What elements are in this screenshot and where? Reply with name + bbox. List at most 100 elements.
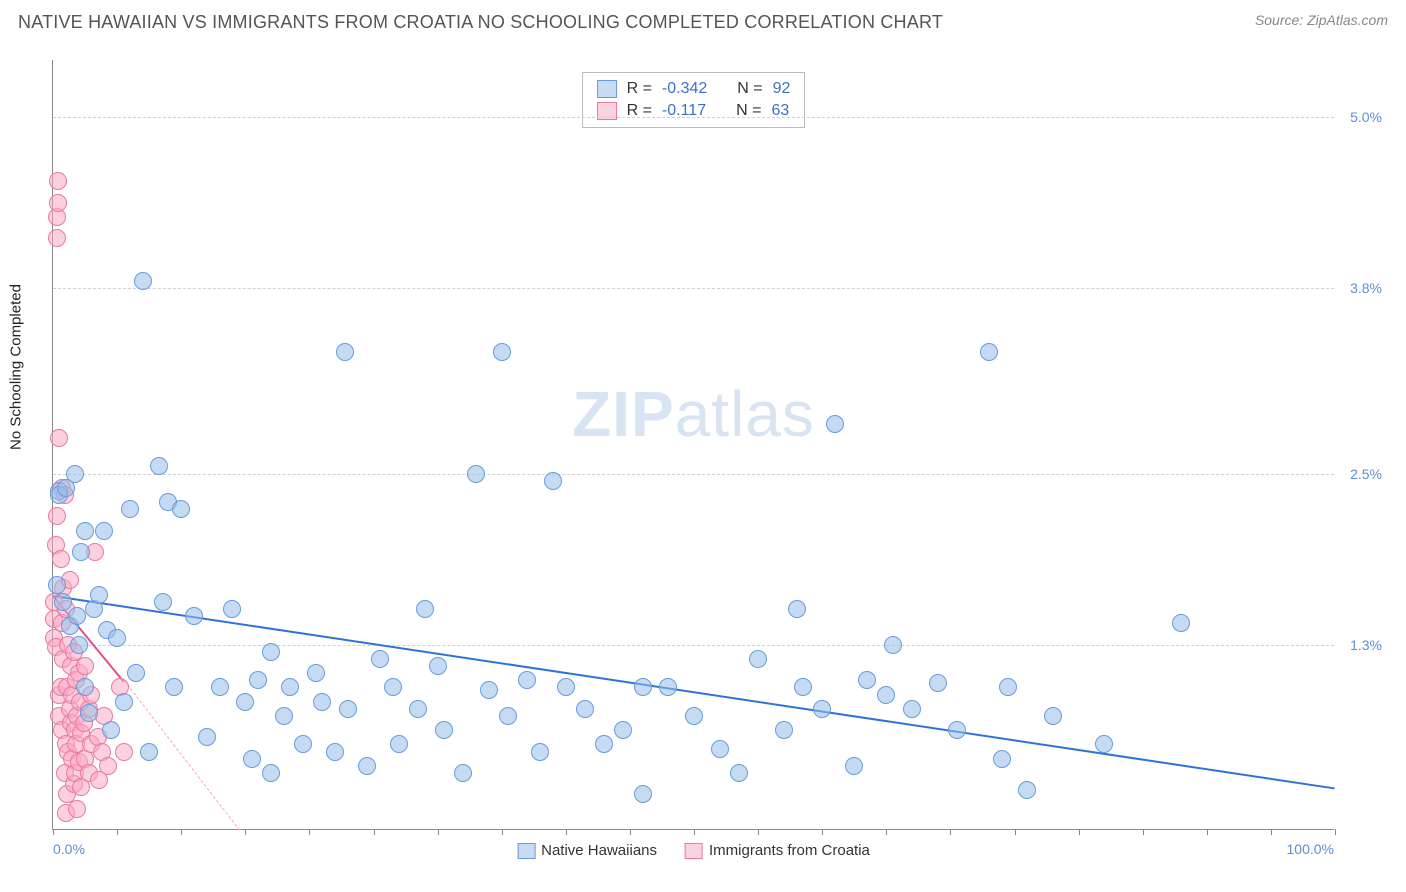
data-point [48,229,66,247]
data-point [845,757,863,775]
data-point [115,693,133,711]
data-point [576,700,594,718]
trendline [123,681,240,832]
data-point [249,671,267,689]
data-point [243,750,261,768]
data-point [115,743,133,761]
data-point [1044,707,1062,725]
x-tick [1143,829,1144,835]
data-point [102,721,120,739]
y-tick-label: 2.5% [1350,466,1382,482]
data-point [595,735,613,753]
data-point [185,607,203,625]
data-point [127,664,145,682]
data-point [68,607,86,625]
legend-item: Immigrants from Croatia [685,842,870,859]
data-point [76,657,94,675]
chart-container: No Schooling Completed ZIPatlas R =-0.34… [18,50,1388,868]
y-tick-label: 5.0% [1350,109,1382,125]
data-point [614,721,632,739]
data-point [223,600,241,618]
legend-n-value: 92 [773,80,791,98]
y-axis-label: No Schooling Completed [8,284,25,450]
x-tick [1271,829,1272,835]
data-point [52,550,70,568]
data-point [499,707,517,725]
x-tick [630,829,631,835]
legend-row: R = -0.342 N = 92 [597,78,791,100]
data-point [76,522,94,540]
gridline [53,288,1334,289]
x-tick [502,829,503,835]
x-tick [1207,829,1208,835]
watermark: ZIPatlas [572,377,815,451]
data-point [826,415,844,433]
data-point [980,343,998,361]
data-point [1172,614,1190,632]
data-point [884,636,902,654]
data-point [150,457,168,475]
data-point [467,465,485,483]
series-legend: Native Hawaiians Immigrants from Croatia [517,842,870,859]
legend-n-label: N = [737,80,762,98]
data-point [134,272,152,290]
data-point [730,764,748,782]
legend-item: Native Hawaiians [517,842,657,859]
data-point [634,785,652,803]
data-point [775,721,793,739]
legend-r-label: R = [627,80,652,98]
data-point [294,735,312,753]
x-tick [758,829,759,835]
data-point [429,657,447,675]
data-point [76,678,94,696]
data-point [72,543,90,561]
data-point [659,678,677,696]
data-point [813,700,831,718]
legend-r-value: -0.342 [662,80,707,98]
data-point [48,507,66,525]
data-point [634,678,652,696]
data-point [435,721,453,739]
data-point [99,757,117,775]
gridline [53,117,1334,118]
x-tick [1079,829,1080,835]
data-point [198,728,216,746]
x-tick-label-max: 100.0% [1287,841,1334,857]
data-point [262,643,280,661]
data-point [154,593,172,611]
x-tick [950,829,951,835]
data-point [50,429,68,447]
watermark-zip: ZIP [572,378,675,450]
x-tick [694,829,695,835]
data-point [518,671,536,689]
data-point [307,664,325,682]
legend-row: R =-0.117N =63 [597,100,791,122]
data-point [1095,735,1113,753]
data-point [49,172,67,190]
data-point [339,700,357,718]
x-tick [438,829,439,835]
x-tick [245,829,246,835]
data-point [326,743,344,761]
data-point [371,650,389,668]
data-point [557,678,575,696]
data-point [165,678,183,696]
x-tick [181,829,182,835]
data-point [794,678,812,696]
correlation-legend: R = -0.342 N = 92 R =-0.117N =63 [582,72,806,128]
chart-title: NATIVE HAWAIIAN VS IMMIGRANTS FROM CROAT… [18,12,943,33]
data-point [236,693,254,711]
x-tick [1335,829,1336,835]
data-point [121,500,139,518]
y-tick-label: 1.3% [1350,637,1382,653]
watermark-atlas: atlas [675,378,815,450]
data-point [281,678,299,696]
data-point [711,740,729,758]
legend-swatch [517,843,535,859]
x-tick [822,829,823,835]
data-point [493,343,511,361]
data-point [999,678,1017,696]
data-point [948,721,966,739]
x-tick-label-min: 0.0% [53,841,85,857]
data-point [80,704,98,722]
